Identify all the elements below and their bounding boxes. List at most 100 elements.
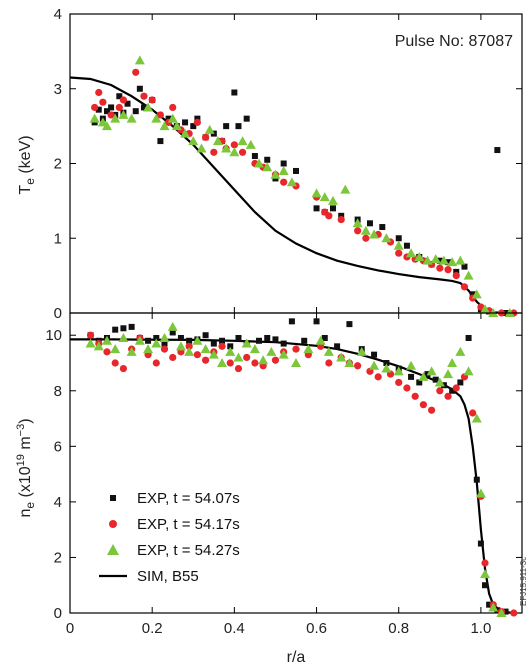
te-y-tick-label: 1	[54, 230, 62, 247]
te-point-t2	[238, 148, 247, 156]
ne-axis-label-unit-c: )	[17, 418, 34, 423]
ne-point-t3	[344, 358, 355, 367]
te-point-t1	[280, 160, 287, 167]
te-point-t1	[95, 106, 102, 113]
ne-point-t3	[406, 360, 417, 370]
ne-point-t2	[271, 356, 280, 364]
ne-point-t2	[86, 331, 95, 339]
ne-axis-label-unit-b: m	[17, 436, 34, 454]
te-point-t3	[245, 139, 256, 149]
te-point-t3	[286, 177, 297, 187]
te-point-t3	[221, 143, 232, 153]
te-point-t1	[445, 259, 452, 266]
te-point-t3	[110, 113, 121, 123]
ne-point-t1	[210, 340, 217, 347]
te-point-t1	[190, 123, 197, 130]
te-point-t2	[452, 272, 460, 280]
te-point-t1	[132, 108, 139, 115]
ne-point-t3	[217, 358, 228, 367]
ne-point-t1	[112, 326, 119, 333]
te-point-t3	[381, 233, 392, 243]
ne-point-t3	[241, 338, 252, 348]
te-point-t1	[231, 89, 238, 96]
te-point-t3	[89, 113, 100, 123]
ne-point-t1	[128, 323, 135, 330]
te-point-t1	[223, 123, 230, 130]
te-point-t3	[167, 113, 178, 123]
te-point-t2	[115, 103, 123, 112]
ne-point-t1	[177, 335, 184, 341]
te-point-t3	[447, 257, 458, 267]
te-point-t1	[124, 100, 131, 107]
ne-x-tick-label: 1.0	[470, 620, 491, 637]
ne-point-t1	[477, 540, 484, 547]
te-point-t1	[366, 220, 373, 227]
te-point-t3	[422, 255, 433, 265]
ne-point-t2	[452, 384, 460, 392]
ne-point-t3	[110, 344, 121, 354]
te-point-t1	[116, 93, 123, 100]
ne-point-t3	[159, 333, 170, 342]
legend-label: EXP, t = 54.27s	[137, 542, 240, 559]
ne-point-t3	[266, 346, 277, 356]
te-point-t2	[99, 98, 107, 106]
te-point-t1	[194, 115, 201, 122]
te-point-t2	[230, 141, 238, 149]
ne-point-t3	[496, 608, 507, 617]
ne-y-tick-label: 8	[54, 383, 62, 400]
ne-x-tick-label: 0	[66, 620, 74, 637]
te-point-t1	[182, 119, 189, 126]
te-point-t2	[193, 118, 201, 126]
ne-point-t2	[119, 364, 128, 373]
ne-point-t3	[200, 344, 211, 354]
ne-point-t3	[85, 338, 96, 348]
ne-point-t3	[488, 602, 499, 612]
te-panel: Pulse No: 87087 Te (keV) 0 1 2 3 4	[17, 6, 523, 322]
ne-x-tick-label: 0.4	[224, 620, 245, 637]
te-sim-line	[69, 76, 506, 315]
ne-point-t1	[227, 343, 234, 350]
ne-point-t3	[475, 488, 486, 498]
te-point-t1	[140, 104, 147, 111]
ne-point-t1	[280, 340, 287, 347]
te-point-t3	[438, 255, 449, 265]
te-point-t1	[243, 115, 250, 122]
te-point-t1	[293, 167, 299, 174]
te-point-t3	[278, 165, 289, 175]
te-point-t2	[337, 215, 345, 224]
te-point-t2	[140, 92, 148, 100]
ne-point-t2	[251, 359, 259, 367]
ne-panel: ne (x1019 m−3) r/a 0 0.2 0.4 0.6 0.8 1.0 0 2 4 6 8…	[15, 312, 523, 666]
ne-point-t1	[202, 332, 209, 339]
te-point-t2	[362, 234, 370, 242]
te-point-t3	[480, 304, 491, 314]
te-point-t3	[237, 136, 248, 146]
te-point-t2	[460, 283, 469, 291]
te-point-t2	[132, 68, 140, 76]
te-point-t2	[395, 249, 403, 257]
ne-point-t1	[169, 329, 176, 336]
ne-point-t3	[258, 355, 269, 365]
te-point-t3	[311, 188, 322, 198]
ne-point-t2	[218, 342, 226, 350]
ne-point-t2	[292, 345, 300, 353]
te-point-t3	[159, 121, 170, 131]
ne-point-t3	[471, 413, 482, 423]
ne-point-t3	[225, 346, 236, 356]
ne-plot-frame	[69, 312, 523, 614]
ne-point-t1	[432, 376, 439, 383]
te-point-t1	[313, 205, 320, 212]
ne-point-t1	[371, 351, 378, 358]
te-y-tick-label: 0	[54, 305, 62, 322]
te-point-t3	[171, 121, 182, 131]
ne-point-t2	[160, 345, 169, 353]
ne-point-t3	[315, 335, 326, 345]
ne-point-t1	[186, 337, 193, 344]
ne-point-t1	[301, 337, 308, 344]
te-point-t1	[436, 257, 443, 264]
te-point-t1	[338, 212, 345, 219]
ne-axis-label: ne (x1019 m−3)	[15, 418, 37, 517]
ne-point-t3	[192, 335, 203, 345]
ne-x-tick-label: 0.8	[388, 620, 409, 637]
